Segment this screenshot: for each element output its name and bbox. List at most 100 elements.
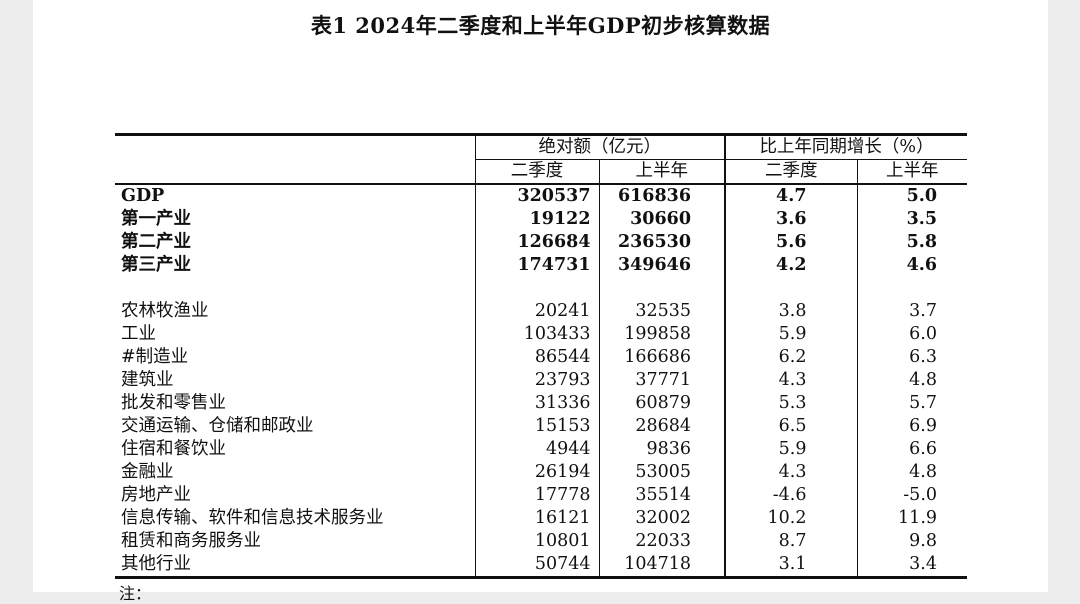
cell-growth-h1: 6.3 <box>856 346 968 369</box>
cell-abs-q2: 174731 <box>474 254 599 277</box>
cell-growth-h1: 9.8 <box>856 530 968 553</box>
row-label: 交通运输、仓储和邮政业 <box>121 416 314 436</box>
document-page: 表1 2024年二季度和上半年GDP初步核算数据 绝对额（亿元） 比上年同期增长… <box>33 0 1048 603</box>
table-row: #制造业 86544 166686 6.2 6.3 <box>115 346 968 369</box>
cell-growth-q2: 10.2 <box>724 507 857 530</box>
row-label: 农林牧渔业 <box>121 301 209 321</box>
cell-abs-q2: 16121 <box>474 507 599 530</box>
cell-abs-q2: 31336 <box>474 392 599 415</box>
cell-growth-q2: 6.2 <box>724 346 857 369</box>
cell-growth-q2: 3.6 <box>724 208 857 231</box>
header-group-growth: 比上年同期增长（%） <box>723 133 968 160</box>
cell-growth-h1: 4.6 <box>856 254 968 277</box>
cell-growth-h1: 4.8 <box>856 369 968 392</box>
table-row: 第三产业 174731 349646 4.2 4.6 <box>115 254 968 277</box>
row-label: GDP <box>121 186 165 206</box>
spacer-row <box>115 277 968 300</box>
cell-abs-q2: 26194 <box>474 461 599 484</box>
table-row: 第二产业 126684 236530 5.6 5.8 <box>115 231 968 254</box>
table-body: GDP 320537 616836 4.7 5.0 第一产业 19122 30660 3.6 3.… <box>115 184 968 579</box>
cell-abs-h1: 349646 <box>598 254 725 277</box>
row-label: 建筑业 <box>121 370 174 390</box>
cell-growth-q2: 4.2 <box>724 254 857 277</box>
cell-abs-q2: 15153 <box>474 415 599 438</box>
cell-abs-h1: 30660 <box>598 208 725 231</box>
cell-abs-h1: 104718 <box>598 553 725 579</box>
cell-abs-h1: 9836 <box>598 438 725 461</box>
table-row: 其他行业 50744 104718 3.1 3.4 <box>115 553 968 579</box>
row-label: 第三产业 <box>121 255 191 275</box>
table-title: 表1 2024年二季度和上半年GDP初步核算数据 <box>310 13 771 38</box>
cell-growth-q2: 8.7 <box>724 530 857 553</box>
cell-growth-q2: 6.5 <box>724 415 857 438</box>
spacer-cell <box>115 277 475 300</box>
gdp-table-container: 绝对额（亿元） 比上年同期增长（%） 二季度 上半年 二季度 上半年 GDP 32… <box>115 133 968 579</box>
table-row: 农林牧渔业 20241 32535 3.8 3.7 <box>115 300 968 323</box>
cell-growth-h1: 6.0 <box>856 323 968 346</box>
cell-abs-h1: 32535 <box>598 300 725 323</box>
header-growth-h1: 上半年 <box>856 159 968 185</box>
table-row: 租赁和商务服务业 10801 22033 8.7 9.8 <box>115 530 968 553</box>
cell-abs-h1: 236530 <box>598 231 725 254</box>
cell-growth-h1: 4.8 <box>856 461 968 484</box>
table-header: 绝对额（亿元） 比上年同期增长（%） 二季度 上半年 二季度 上半年 <box>115 133 968 185</box>
cell-abs-q2: 20241 <box>474 300 599 323</box>
cell-abs-q2: 86544 <box>474 346 599 369</box>
row-label: 住宿和餐饮业 <box>121 439 226 459</box>
row-label: 租赁和商务服务业 <box>121 531 261 551</box>
row-label: 金融业 <box>121 462 174 482</box>
cell-abs-q2: 23793 <box>474 369 599 392</box>
spacer-cell <box>474 277 599 300</box>
cell-growth-q2: 5.3 <box>724 392 857 415</box>
table-row: 交通运输、仓储和邮政业 15153 28684 6.5 6.9 <box>115 415 968 438</box>
cell-growth-q2: 4.3 <box>724 461 857 484</box>
cell-abs-q2: 17778 <box>474 484 599 507</box>
table-row: GDP 320537 616836 4.7 5.0 <box>115 184 968 208</box>
cell-growth-q2: 3.8 <box>724 300 857 323</box>
header-group-absolute: 绝对额（亿元） <box>474 133 725 160</box>
row-label: 第一产业 <box>121 209 191 229</box>
cell-growth-q2: 5.6 <box>724 231 857 254</box>
table-row: 住宿和餐饮业 4944 9836 5.9 6.6 <box>115 438 968 461</box>
cell-abs-h1: 199858 <box>598 323 725 346</box>
cell-growth-h1: -5.0 <box>856 484 968 507</box>
spacer-cell <box>724 277 857 300</box>
cell-growth-q2: 3.1 <box>724 553 857 579</box>
cell-abs-h1: 616836 <box>598 184 725 208</box>
cell-growth-q2: -4.6 <box>724 484 857 507</box>
cell-abs-h1: 28684 <box>598 415 725 438</box>
row-label: #制造业 <box>121 347 189 367</box>
row-label: 房地产业 <box>121 485 191 505</box>
cell-growth-q2: 5.9 <box>724 323 857 346</box>
table-row: 金融业 26194 53005 4.3 4.8 <box>115 461 968 484</box>
cell-abs-h1: 60879 <box>598 392 725 415</box>
cell-growth-q2: 4.3 <box>724 369 857 392</box>
row-label: 信息传输、软件和信息技术服务业 <box>121 508 384 528</box>
cell-growth-h1: 3.4 <box>856 553 968 579</box>
cell-abs-q2: 19122 <box>474 208 599 231</box>
cell-growth-h1: 3.5 <box>856 208 968 231</box>
header-abs-q2: 二季度 <box>474 159 599 185</box>
cell-abs-h1: 53005 <box>598 461 725 484</box>
cell-abs-q2: 320537 <box>474 184 599 208</box>
table-row: 第一产业 19122 30660 3.6 3.5 <box>115 208 968 231</box>
table-row: 房地产业 17778 35514 -4.6 -5.0 <box>115 484 968 507</box>
cell-abs-h1: 37771 <box>598 369 725 392</box>
header-growth-q2: 二季度 <box>724 159 857 185</box>
cell-growth-h1: 3.7 <box>856 300 968 323</box>
cell-growth-h1: 6.9 <box>856 415 968 438</box>
cell-growth-h1: 5.8 <box>856 231 968 254</box>
table-row: 建筑业 23793 37771 4.3 4.8 <box>115 369 968 392</box>
cell-growth-h1: 5.7 <box>856 392 968 415</box>
cell-abs-h1: 22033 <box>598 530 725 553</box>
header-abs-h1: 上半年 <box>598 159 725 185</box>
note-label: 注： <box>119 584 152 603</box>
row-label: 工业 <box>121 324 156 344</box>
gdp-table: 绝对额（亿元） 比上年同期增长（%） 二季度 上半年 二季度 上半年 GDP 32… <box>115 133 968 579</box>
cell-growth-q2: 5.9 <box>724 438 857 461</box>
cell-growth-h1: 5.0 <box>856 184 968 208</box>
cell-abs-q2: 50744 <box>474 553 599 579</box>
row-label: 第二产业 <box>121 232 191 252</box>
cell-abs-q2: 126684 <box>474 231 599 254</box>
table-row: 工业 103433 199858 5.9 6.0 <box>115 323 968 346</box>
